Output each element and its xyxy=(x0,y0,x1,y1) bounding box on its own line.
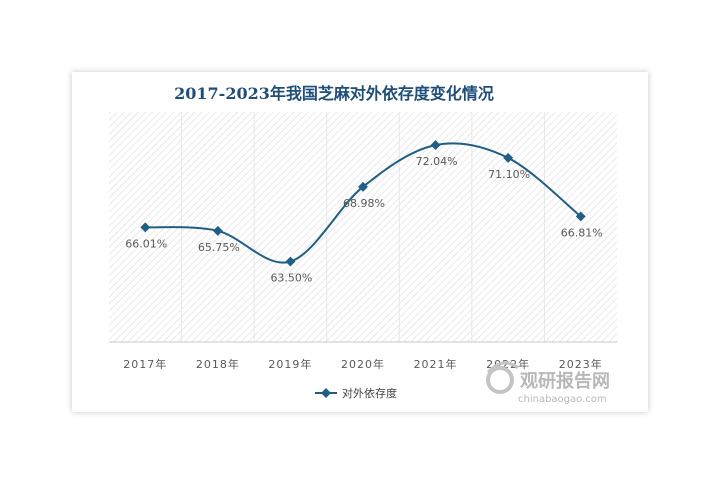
data-label: 68.98% xyxy=(343,197,385,210)
x-tick-label: 2020年 xyxy=(341,357,385,371)
data-point-marker[interactable] xyxy=(503,152,514,163)
data-point-marker[interactable] xyxy=(140,222,151,233)
watermark-en: chinabaogao.com xyxy=(518,394,607,405)
watermark-cn: 观研报告网 xyxy=(520,370,610,392)
data-label: 65.75% xyxy=(198,241,240,254)
data-label: 72.04% xyxy=(416,155,458,168)
data-point-marker[interactable] xyxy=(285,256,296,267)
x-tick-label: 2018年 xyxy=(196,357,240,371)
x-tick-label: 2017年 xyxy=(123,357,167,371)
watermark: 观研报告网 chinabaogao.com xyxy=(486,361,610,405)
x-axis-tick-labels: 2017年 2018年 2019年 2020年 2021年 2022年 2023年 xyxy=(123,357,603,371)
data-point-marker[interactable] xyxy=(575,211,586,222)
chart-svg: 2017-2023年我国芝麻对外依存度变化情况 2017年 2018年 2019年 2… xyxy=(109,84,617,405)
data-label: 71.10% xyxy=(488,168,530,181)
chart-title: 2017-2023年我国芝麻对外依存度变化情况 xyxy=(174,84,494,103)
data-label: 66.01% xyxy=(125,237,167,250)
chart-card: 2017-2023年我国芝麻对外依存度变化情况 2017年 2018年 2019年 2… xyxy=(72,72,648,412)
category-separators xyxy=(181,112,545,342)
data-label: 63.50% xyxy=(270,272,312,285)
legend-label: 对外依存度 xyxy=(342,386,397,400)
data-point-marker[interactable] xyxy=(430,140,441,151)
data-label: 66.81% xyxy=(561,226,603,239)
x-tick-label: 2023年 xyxy=(559,357,603,371)
x-tick-label: 2019年 xyxy=(268,357,312,371)
legend[interactable]: 对外依存度 xyxy=(315,386,397,400)
watermark-swoosh xyxy=(486,361,519,374)
legend-swatch-marker xyxy=(321,388,331,398)
series-markers xyxy=(140,140,586,267)
data-labels: 66.01% 65.75% 63.50% 68.98% 72.04% 71.10% 66.8… xyxy=(125,155,602,284)
data-point-marker[interactable] xyxy=(212,225,223,236)
x-tick-label: 2021年 xyxy=(414,357,458,371)
watermark-logo-icon xyxy=(486,366,514,394)
